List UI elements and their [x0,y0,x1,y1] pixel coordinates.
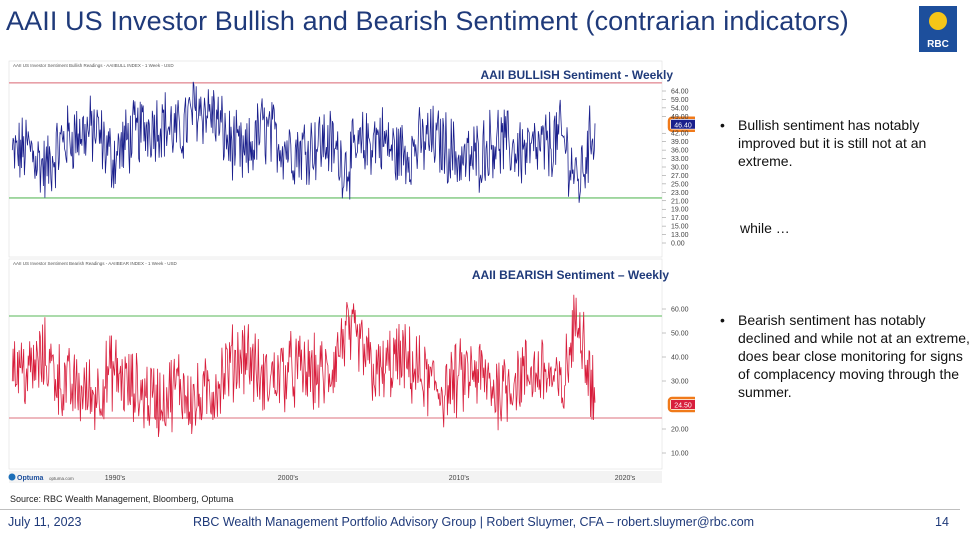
current-value-highlight [667,116,695,133]
bear-chart [8,258,695,470]
chart-subtitle: AAII US Investor Sentiment Bullish Readi… [13,63,174,68]
x-axis-label: 2010's [449,475,470,482]
y-tick-label: 36.00 [671,148,689,155]
current-value-label: 46.40 [674,122,692,129]
x-axis-band [9,471,662,483]
bullet-bear-text: Bearish sentiment has notably declined a… [738,312,969,400]
current-value-label: 24.50 [674,403,692,410]
y-tick-label: 21.00 [671,198,689,205]
y-tick-label: 0.00 [671,241,685,248]
y-tick-label: 49.00 [671,114,689,121]
y-tick-label: 54.00 [671,105,689,112]
while-text: while … [740,220,790,236]
bullet-symbol: • [720,312,725,328]
page-title: AAII US Investor Bullish and Bearish Sen… [6,6,849,36]
sentiment-charts: AAII US Investor Sentiment Bullish Readi… [8,60,695,483]
bull-chart [8,60,695,258]
bull-series-line [11,81,596,203]
y-tick-label: 33.00 [671,156,689,163]
y-tick-label: 50.00 [671,331,689,338]
y-tick-label: 23.00 [671,190,689,197]
current-value-badge [671,400,695,409]
y-tick-label: 30.00 [671,165,689,172]
optuma-brand: Optuma [17,475,44,482]
chart-title: AAII BEARISH Sentiment – Weekly [472,268,669,282]
chart-subtitle: AAII US Investor Sentiment Bearish Readi… [13,261,177,266]
bullet-bull-text: Bullish sentiment has notably improved b… [738,117,927,169]
footer-date: July 11, 2023 [8,515,82,529]
y-tick-label: 60.00 [671,307,689,314]
y-tick-label: 64.00 [671,89,689,96]
y-tick-label: 40.00 [671,355,689,362]
y-tick-label: 30.00 [671,379,689,386]
y-tick-label: 20.00 [671,427,689,434]
bullet-symbol: • [720,117,725,133]
plot-frame [8,60,663,258]
source-note: Source: RBC Wealth Management, Bloomberg… [10,494,234,504]
y-tick-label: 27.00 [671,173,689,180]
y-tick-label: 15.00 [671,224,689,231]
y-tick-label: 19.00 [671,207,689,214]
rbc-logo: RBC [919,6,957,52]
bear-series-line [11,294,596,438]
y-tick-label: 10.00 [671,451,689,458]
current-value-badge [671,119,695,129]
footer-center: RBC Wealth Management Portfolio Advisory… [193,515,755,529]
optuma-icon [8,473,16,481]
x-axis-label: 2000's [278,475,299,482]
current-value-highlight [667,396,695,413]
chart-title: AAII BULLISH Sentiment - Weekly [481,68,674,82]
x-axis-label: 1990's [105,475,126,482]
y-tick-label: 59.00 [671,97,689,104]
y-tick-label: 25.00 [671,181,689,188]
footer-page: 14 [935,515,949,529]
optuma-url: optuma.com [49,476,74,481]
footer-divider [0,509,960,510]
x-axis-label: 2020's [615,475,636,482]
chart-panel: AAII US Investor Sentiment Bullish Readi… [7,59,695,487]
y-tick-label: 42.00 [671,131,689,138]
logo-text: RBC [927,39,949,50]
y-tick-label: 39.00 [671,139,689,146]
y-tick-label: 17.00 [671,215,689,222]
y-tick-label: 13.00 [671,232,689,239]
